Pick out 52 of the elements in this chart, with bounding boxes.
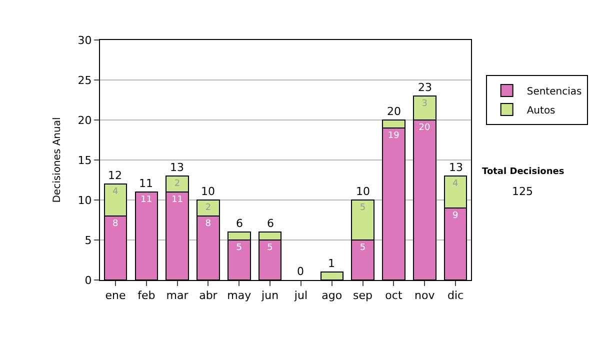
x-tick-label: jul xyxy=(293,289,308,302)
data-label: 11 xyxy=(140,195,152,205)
y-tick-label: 25 xyxy=(78,74,92,87)
x-tick-label: oct xyxy=(385,289,403,302)
y-tick-label: 30 xyxy=(78,34,92,47)
x-tick-label: nov xyxy=(414,289,436,302)
total-label: 6 xyxy=(236,217,243,230)
x-tick-label: jun xyxy=(260,289,279,302)
x-tick-label: ago xyxy=(322,289,342,302)
legend-label: Sentencias xyxy=(526,86,582,98)
data-label: 5 xyxy=(236,243,242,253)
text: Total Decisiones xyxy=(482,167,564,177)
y-axis-title: Decisiones Anual xyxy=(52,117,63,203)
x-tick-label: ene xyxy=(105,289,126,302)
data-label: 20 xyxy=(418,123,430,133)
y-tick-label: 15 xyxy=(78,154,92,167)
data-label: 4 xyxy=(452,179,459,189)
data-label: 19 xyxy=(388,131,400,141)
data-label: 9 xyxy=(452,211,459,221)
y-tick-label: 20 xyxy=(78,114,92,127)
data-label: 5 xyxy=(360,203,366,213)
x-tick-label: sep xyxy=(353,289,373,302)
data-label: 8 xyxy=(112,219,118,229)
total-label: 13 xyxy=(170,161,184,174)
text: 125 xyxy=(512,185,533,198)
total-label: 10 xyxy=(201,185,215,198)
total-label: 1 xyxy=(328,257,335,270)
data-label: 5 xyxy=(360,243,366,253)
x-tick-label: dic xyxy=(447,289,464,302)
x-tick-label: abr xyxy=(199,289,218,302)
total-label: 13 xyxy=(449,161,463,174)
y-tick-label: 0 xyxy=(84,274,92,287)
total-label: 6 xyxy=(267,217,274,230)
data-label: 8 xyxy=(205,219,212,229)
y-tick-label: 10 xyxy=(78,194,92,207)
total-label: 20 xyxy=(387,105,401,118)
y-tick-label: 5 xyxy=(84,234,92,247)
data-label: 5 xyxy=(267,243,273,253)
data-label: 4 xyxy=(112,187,118,197)
data-label: 11 xyxy=(172,195,184,205)
x-tick-label: mar xyxy=(166,289,189,302)
data-label: 2 xyxy=(174,179,180,189)
data-label: 2 xyxy=(205,203,212,213)
total-label: 10 xyxy=(356,185,370,198)
total-label: 11 xyxy=(139,177,153,190)
x-tick-label: feb xyxy=(138,289,156,302)
total-label: 0 xyxy=(297,265,304,278)
total-label: 23 xyxy=(418,81,432,94)
x-tick-label: may xyxy=(227,289,252,302)
legend-label: Autos xyxy=(526,105,556,116)
data-label: 3 xyxy=(422,99,428,109)
total-label: 12 xyxy=(108,169,122,182)
